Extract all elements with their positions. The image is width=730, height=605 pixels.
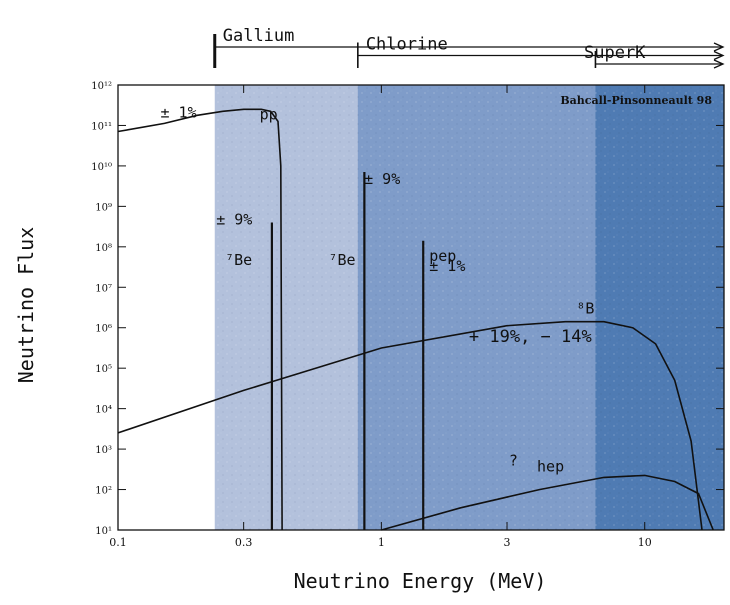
y-tick-label: 10² <box>95 486 112 497</box>
annotation-label: ± 9% <box>216 211 252 229</box>
threshold-arrow-0 <box>713 42 725 52</box>
x-tick-label: 3 <box>504 536 511 549</box>
annotation-label: ± 9% <box>364 170 400 188</box>
annotation-label: ± 1% <box>160 103 196 121</box>
y-tick-label: 10¹² <box>91 81 112 92</box>
y-tick-label: 10⁷ <box>95 283 112 294</box>
y-tick-label: 10¹ <box>95 526 112 537</box>
annotation-label: ⁸B <box>576 300 594 318</box>
series-curve-pp <box>117 108 283 531</box>
annotation-label: hep <box>537 457 564 475</box>
y-tick-label: 10⁹ <box>95 202 112 213</box>
series-curve-⁸B <box>117 320 703 531</box>
annotation-label: pp <box>260 105 278 123</box>
threshold-arrow-2 <box>713 59 725 69</box>
axis-ticks: 0.1 0.3 1 3 10 10¹ 10² 10³ 10⁴ 10⁵ 10⁶ 10⁷ 10⁸ 10⁹ 10¹… <box>91 81 724 549</box>
flux-series <box>117 108 714 531</box>
flux-annotations: ± 1% pp± 9%⁷Be± 9%⁷Be pep± 1%⁸B+ 19%, − 14… <box>160 103 594 475</box>
y-tick-label: 10¹⁰ <box>91 162 112 173</box>
x-tick-label: 0.3 <box>235 536 253 549</box>
x-axis-label: Neutrino Energy (MeV) <box>294 569 547 593</box>
annotation-label: ⁷Be <box>225 251 252 269</box>
y-tick-label: 10³ <box>95 445 112 456</box>
x-tick-label: 0.1 <box>109 536 127 549</box>
annotation-label: ⁷Be <box>329 251 356 269</box>
shading-texture <box>214 85 724 530</box>
x-tick-label: 1 <box>378 536 385 549</box>
y-axis-label: Neutrino Flux <box>14 227 38 384</box>
threshold-label-2: SuperK <box>584 43 646 63</box>
threshold-label-0: Gallium <box>223 26 295 46</box>
x-tick-label: 10 <box>638 536 652 549</box>
threshold-label-1: Chlorine <box>366 35 448 55</box>
y-tick-label: 10¹¹ <box>91 121 112 132</box>
annotation-label: ? <box>509 451 518 469</box>
detector-threshold-bars: Gallium Chlorine SuperK <box>213 26 725 69</box>
annotation-label: ± 1% <box>429 257 465 275</box>
annotation-label: pep <box>429 247 456 265</box>
threshold-arrow-1 <box>713 50 725 61</box>
y-tick-label: 10⁴ <box>95 405 112 416</box>
annotation-label: + 19%, − 14% <box>469 327 592 347</box>
plot-frame <box>117 84 725 531</box>
y-tick-label: 10⁶ <box>95 324 112 335</box>
credit-label: Bahcall-Pinsonneault 98 <box>560 94 712 107</box>
series-curve-hep <box>381 474 714 531</box>
y-tick-label: 10⁸ <box>95 243 112 254</box>
y-tick-label: 10⁵ <box>95 364 112 375</box>
